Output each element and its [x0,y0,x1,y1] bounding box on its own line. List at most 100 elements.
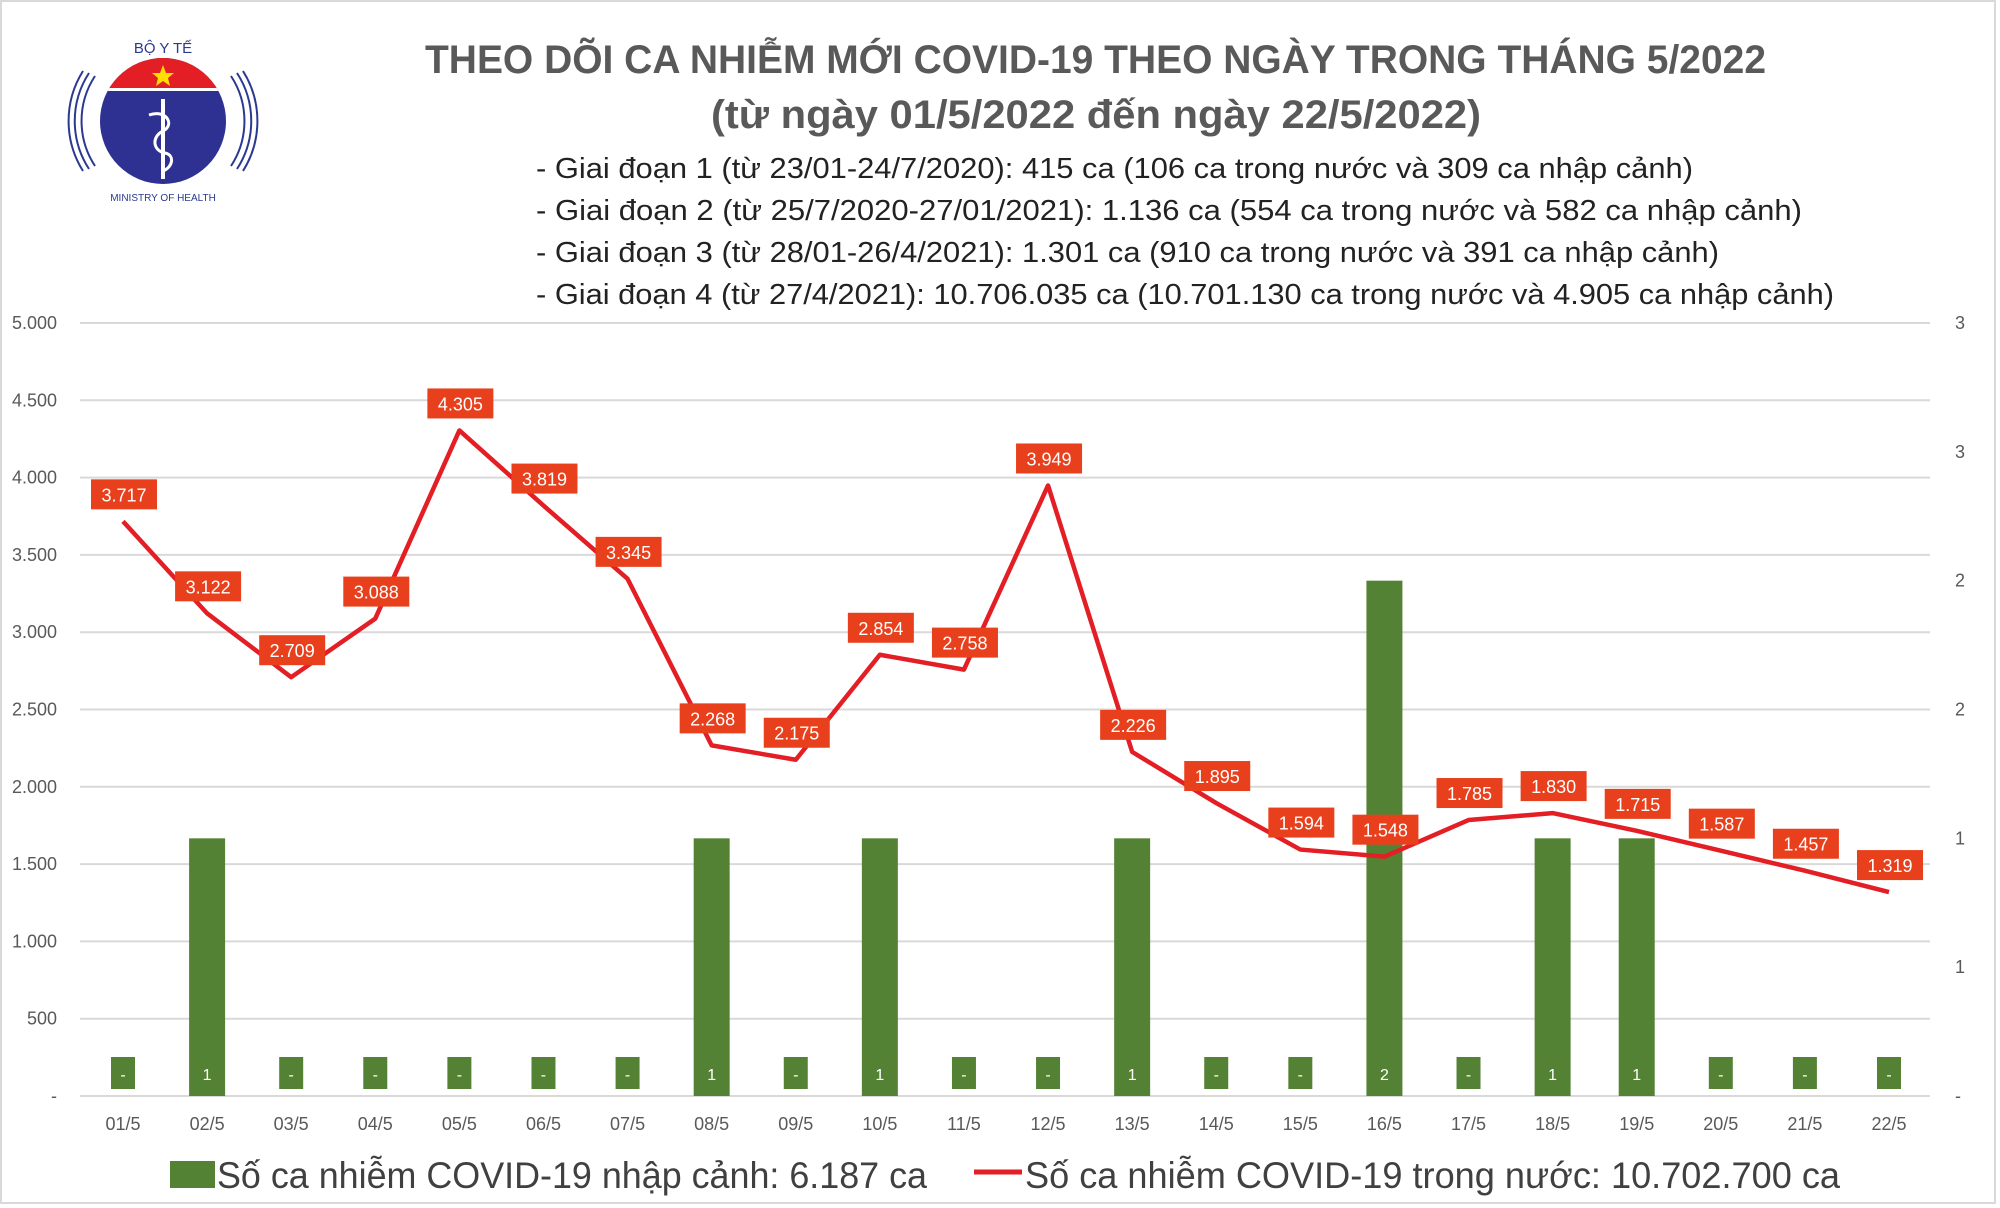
bar-data-label: - [1045,1067,1050,1084]
x-tick-label: 09/5 [778,1114,813,1134]
left-tick-label: 1.500 [12,854,57,874]
x-tick-label: 11/5 [947,1114,981,1134]
line-data-label-box [595,536,662,567]
x-tick-label: 10/5 [862,1114,897,1134]
bar-data-label: 1 [203,1067,212,1084]
bar-zero-marker [531,1057,556,1089]
line-data-label-box [259,635,326,666]
x-tick-label: 02/5 [190,1114,225,1134]
line-data-label-box [1520,771,1587,802]
bar [693,838,730,1096]
line-data-label-box [1016,443,1083,474]
bar-data-label: - [457,1067,462,1084]
line-data-label-box [1688,808,1755,839]
line-data-label-box [1268,807,1335,838]
bar-data-label: 1 [1632,1067,1641,1084]
bar-zero-marker [1708,1057,1733,1089]
line-data-label: 1.457 [1783,835,1828,855]
bar [1534,838,1571,1096]
bar-zero-marker [279,1057,304,1089]
x-tick-label: 20/5 [1703,1114,1738,1134]
bar-data-label: - [541,1067,546,1084]
line-data-label: 1.830 [1531,777,1576,797]
note-line: - Giai đoạn 3 (từ 28/01-26/4/2021): 1.30… [536,237,1719,269]
logo-bottom-text: MINISTRY OF HEALTH [110,193,216,204]
line-data-label: 1.715 [1615,795,1660,815]
chart-title: THEO DÕI CA NHIỄM MỚI COVID-19 THEO NGÀY… [425,36,1766,82]
line-data-label: 2.175 [774,724,819,744]
line-data-label: 2.854 [858,619,903,639]
right-tick-label: 3 [1955,442,1965,462]
line-data-label-box [679,703,746,734]
left-tick-label: 1.000 [12,931,57,951]
bar-zero-marker [1288,1057,1313,1089]
left-tick-label: 500 [27,1009,57,1029]
line-data-label-box [427,388,494,419]
x-tick-label: 06/5 [526,1114,561,1134]
left-tick-label: 3.500 [12,545,57,565]
line-data-label: 2.268 [690,709,735,729]
x-tick-label: 08/5 [694,1114,729,1134]
bar-data-label: - [1466,1067,1471,1084]
bar-zero-marker [1204,1057,1229,1089]
line-data-label: 3.717 [101,485,146,505]
line-data-label-box [175,571,242,602]
bar-zero-marker [1792,1057,1817,1089]
bar [189,838,226,1096]
bar [1114,838,1151,1096]
bar-data-label: 1 [1548,1067,1557,1084]
line-data-label: 3.949 [1027,449,1072,469]
bar-zero-marker [615,1057,640,1089]
line-data-label: 1.785 [1447,784,1492,804]
x-tick-label: 04/5 [358,1114,393,1134]
line-data-label: 3.122 [186,577,231,597]
bar-data-label: 1 [707,1067,716,1084]
x-tick-label: 16/5 [1367,1114,1402,1134]
caduceus-icon [148,99,173,179]
line-data-label-box [343,576,410,607]
left-tick-label: 2.500 [12,700,57,720]
bar-zero-marker [447,1057,472,1089]
bar-data-label: - [625,1067,630,1084]
left-tick-label: - [51,1086,57,1106]
left-tick-label: 4.000 [12,468,57,488]
bar-data-label: - [961,1067,966,1084]
line-data-label: 1.594 [1279,814,1324,834]
x-tick-label: 01/5 [105,1114,140,1134]
bar-data-label: - [1886,1067,1891,1084]
bar-data-label: - [289,1067,294,1084]
line-data-label: 3.819 [522,470,567,490]
star-icon [152,65,174,86]
left-tick-label: 2.000 [12,777,57,797]
line-data-label-box [1100,709,1167,740]
bar-data-label: 1 [875,1067,884,1084]
x-tick-label: 12/5 [1031,1114,1066,1134]
plot-area: - 500 1.000 1.500 2.000 2.500 3.000 3.500 4.000 4… [12,313,1965,1134]
line-data-label: 3.345 [606,543,651,563]
line-data-label: 2.758 [942,634,987,654]
chart-subtitle: (từ ngày 01/5/2022 đến ngày 22/5/2022) [711,93,1481,137]
right-tick-label: 1 [1955,828,1965,848]
line-data-label-box [1436,778,1503,809]
line-data-label-box [931,627,998,658]
line-data-label: 3.088 [354,583,399,603]
x-tick-label: 21/5 [1787,1114,1822,1134]
bar-data-label: 1 [1128,1067,1137,1084]
ministry-of-health-logo: BỘ Y TẾ MINISTRY OF HEALTH [67,40,259,204]
line-data-label: 1.587 [1699,815,1744,835]
line-data-label: 4.305 [438,394,483,414]
bar-data-label: - [1298,1067,1303,1084]
line-data-label-box [847,612,914,643]
line-data-label-box [91,479,157,510]
bar-data-label: - [793,1067,798,1084]
x-tick-label: 22/5 [1871,1114,1906,1134]
right-tick-label: - [1955,1086,1961,1106]
line-data-label-box [1857,850,1923,881]
bar-zero-marker [1456,1057,1481,1089]
line-data-label: 2.226 [1111,716,1156,736]
line-data-label: 2.709 [270,641,315,661]
left-tick-label: 5.000 [12,313,57,333]
legend-line-label: Số ca nhiễm COVID-19 trong nước: 10.702.… [1025,1155,1840,1196]
line-data-label-box [511,463,578,494]
bar-zero-marker [1877,1057,1901,1089]
